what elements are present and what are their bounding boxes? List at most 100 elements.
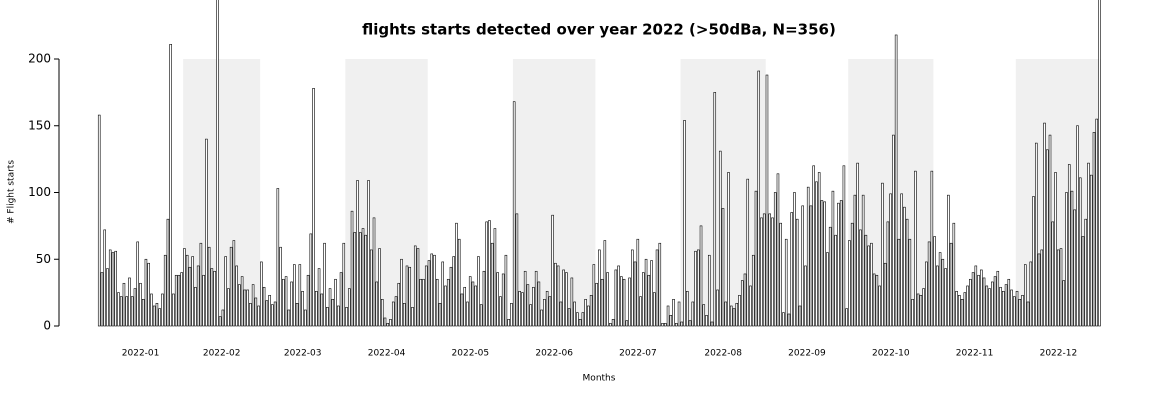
bar: [240, 276, 244, 327]
bars: [97, 0, 1101, 327]
bar: [738, 294, 741, 327]
bar: [1078, 177, 1082, 327]
bar: [389, 319, 392, 327]
bar: [688, 320, 692, 327]
bar: [710, 321, 714, 327]
bar: [367, 180, 370, 327]
bar: [364, 234, 368, 327]
bar: [1076, 125, 1079, 327]
bar: [435, 278, 439, 327]
bar: [463, 286, 466, 327]
bar: [565, 272, 568, 327]
bar: [919, 294, 923, 327]
bar: [257, 305, 260, 327]
bar: [620, 276, 623, 327]
bar: [867, 245, 870, 327]
bar: [795, 218, 799, 327]
bar: [952, 222, 956, 327]
bar: [287, 309, 291, 327]
bar: [155, 303, 159, 327]
bar: [1070, 190, 1074, 327]
bar: [740, 280, 744, 327]
bar: [130, 296, 134, 327]
bar: [598, 249, 601, 327]
bar: [870, 242, 873, 327]
bar: [815, 181, 818, 327]
bar: [543, 298, 546, 327]
bar: [207, 246, 211, 327]
bar: [196, 265, 200, 327]
bar: [468, 276, 472, 327]
bar: [433, 254, 436, 327]
bar: [400, 258, 403, 327]
bar: [290, 281, 293, 327]
bar: [1073, 209, 1077, 327]
bar: [471, 281, 475, 327]
bar: [639, 296, 642, 327]
bar: [988, 288, 991, 327]
bar: [831, 190, 835, 327]
bar: [790, 212, 793, 327]
bar: [875, 274, 879, 327]
bar: [128, 277, 131, 327]
bar: [729, 305, 733, 327]
bar: [229, 246, 233, 327]
bar: [933, 236, 936, 327]
bar: [369, 249, 373, 327]
bar: [1018, 298, 1022, 327]
bar: [980, 269, 983, 327]
bar: [479, 304, 483, 327]
bar: [1089, 174, 1093, 327]
bar: [172, 293, 175, 327]
bar: [342, 242, 346, 327]
bar: [1045, 149, 1049, 327]
bar: [353, 232, 357, 327]
bar: [1004, 284, 1008, 327]
bar: [817, 172, 821, 327]
bar: [298, 264, 302, 327]
bar: [595, 282, 598, 327]
bar: [265, 300, 269, 327]
bar: [427, 260, 431, 327]
bar: [518, 290, 521, 327]
bar: [732, 308, 736, 327]
bar: [889, 193, 892, 327]
bar: [282, 278, 285, 327]
bar: [405, 265, 409, 327]
bar: [969, 278, 972, 327]
bar: [996, 270, 1000, 327]
x-tick-label: 2022-03: [284, 349, 322, 359]
bar: [276, 188, 280, 327]
bar: [977, 274, 980, 327]
bar: [537, 281, 541, 327]
bar: [1054, 172, 1057, 327]
bar: [501, 273, 505, 327]
bar: [348, 288, 351, 327]
x-tick-label: 2022-11: [956, 349, 994, 359]
bar: [762, 213, 766, 327]
axes: 0 50 100 150 200 2022-01 2022-02 2022-03 2022-04…: [28, 52, 1077, 359]
bar: [545, 290, 549, 327]
bar: [394, 296, 398, 327]
bar: [999, 286, 1002, 327]
bar: [441, 261, 444, 327]
bar: [938, 252, 942, 327]
bar: [900, 193, 903, 327]
bar: [416, 248, 420, 327]
bar: [301, 290, 304, 327]
bar: [570, 277, 574, 327]
bar: [224, 256, 227, 327]
bar: [540, 309, 543, 327]
bar: [936, 265, 939, 327]
bar: [444, 285, 447, 327]
bar: [617, 265, 620, 327]
bar: [991, 281, 994, 327]
chart-title: flights starts detected over year 2022 (…: [362, 21, 836, 39]
bar: [861, 194, 865, 327]
bar: [680, 321, 684, 327]
bar: [974, 265, 978, 327]
bar: [158, 308, 161, 327]
bar: [246, 289, 249, 327]
bar: [765, 74, 769, 327]
bar: [897, 238, 901, 327]
